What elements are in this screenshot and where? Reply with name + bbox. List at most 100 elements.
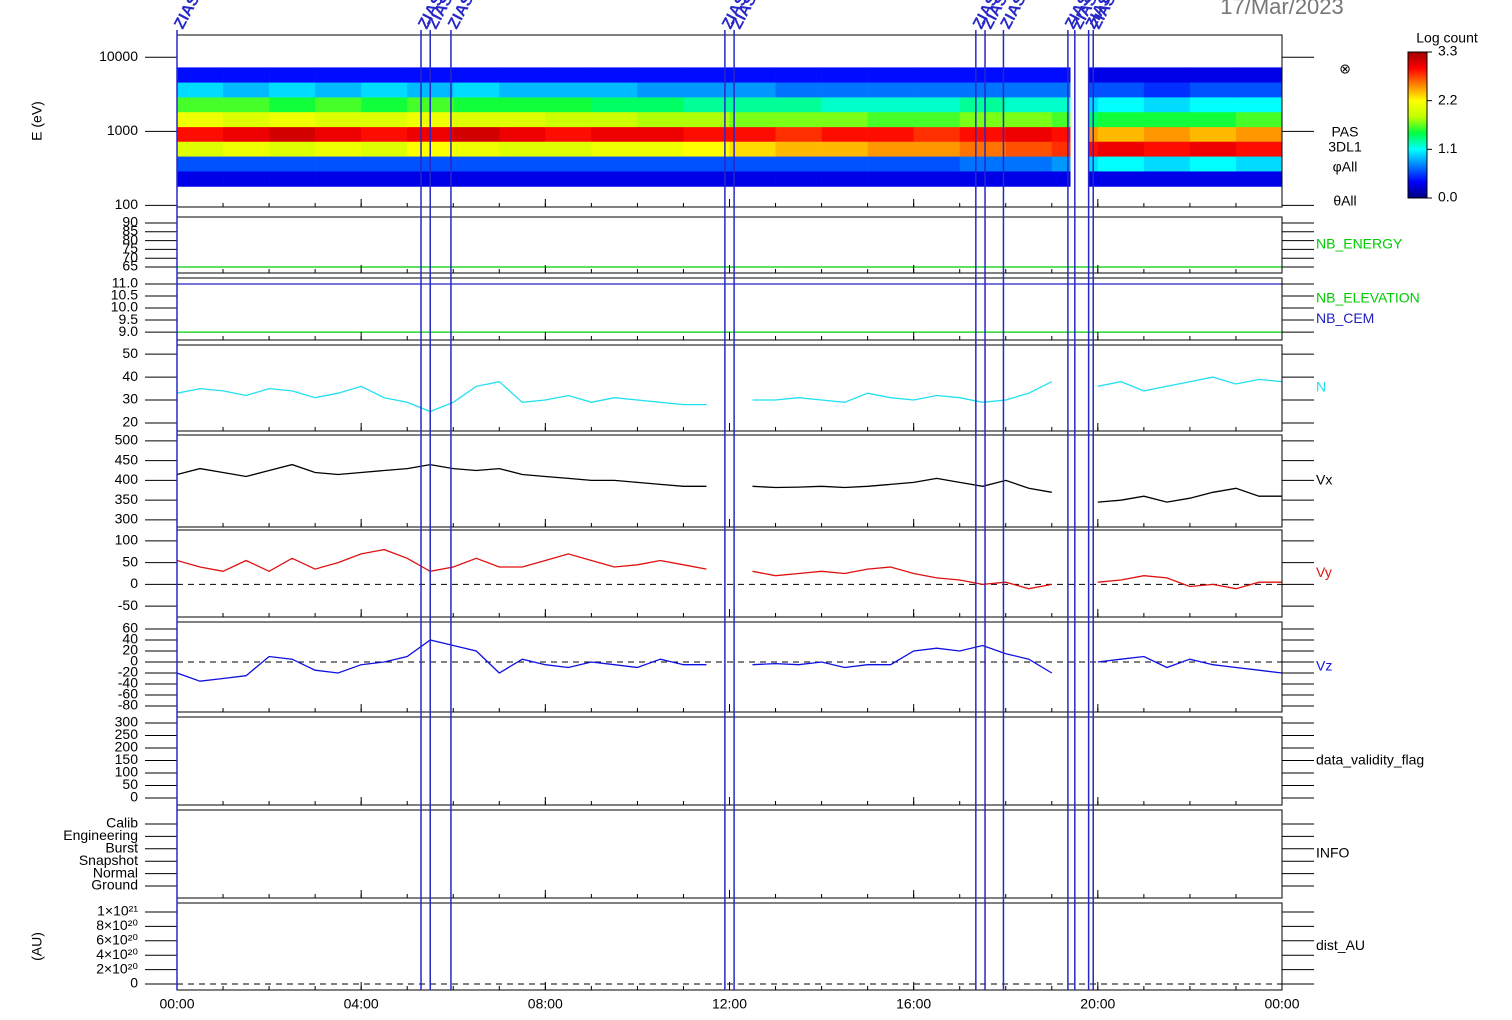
spectrogram-cell <box>453 82 500 98</box>
y-tick-label: -40 <box>118 675 138 691</box>
spectrogram-cell <box>499 67 546 83</box>
spectrogram-cell <box>867 141 914 157</box>
y-tick-label: 10000 <box>99 48 138 64</box>
x-tick-label: 12:00 <box>712 996 747 1012</box>
x-tick-label: 00:00 <box>1264 996 1299 1012</box>
plot-area <box>177 376 1282 413</box>
y-tick-label: 300 <box>115 511 139 527</box>
spectrogram-cell <box>637 156 684 172</box>
spectrogram-cell <box>1143 171 1191 187</box>
y-tick-label: 250 <box>115 726 139 742</box>
spectrogram-cell <box>315 111 362 128</box>
panel-frame <box>176 716 1283 806</box>
y-tick-label: 1000 <box>107 122 138 138</box>
y-tick-label: 150 <box>115 751 139 767</box>
spectrogram-cell <box>1235 126 1282 142</box>
spectrogram-cell <box>361 171 408 187</box>
spectrogram-cell <box>1189 82 1237 98</box>
y-category-label: Normal <box>93 864 138 880</box>
spectrogram-cell <box>775 171 822 187</box>
spectrogram-cell <box>591 156 638 172</box>
y-tick-label: 100 <box>115 196 139 212</box>
spectrogram-cell <box>729 171 776 187</box>
y-tick-label: 9.5 <box>119 311 139 327</box>
y-tick-label: 85 <box>122 222 138 238</box>
y-axis-label: E (eV) <box>29 101 45 141</box>
y-tick-label: 9.0 <box>119 323 139 339</box>
spectrogram-cell <box>867 156 914 172</box>
spectrogram-cell <box>361 111 408 128</box>
spectrogram-cell <box>1097 67 1145 83</box>
y-tick-label: -80 <box>118 697 138 713</box>
panel: 300 350 400 450 500 Vx <box>115 432 1332 528</box>
panel-label: data_validity_flag <box>1316 752 1424 768</box>
spectrogram-cell <box>499 141 546 157</box>
spectrogram-cell <box>821 156 868 172</box>
spectrogram-cell <box>545 97 592 113</box>
spectrogram-cell <box>959 97 1007 113</box>
spectrogram-cell <box>545 171 592 187</box>
panel-label: dist_AU <box>1316 937 1365 953</box>
spectrogram-cell <box>545 126 592 142</box>
spectrogram-cell <box>1097 171 1145 187</box>
spectrogram-cell <box>1051 67 1071 83</box>
spectrogram-cell <box>1189 171 1237 187</box>
spectrogram-cell <box>959 82 1007 98</box>
spectrogram-cell <box>361 97 408 113</box>
spectrogram-cell <box>729 126 776 142</box>
spectrogram-cell <box>775 141 822 157</box>
series-label: Vy <box>1316 564 1332 580</box>
y-tick-label: 0 <box>130 789 138 805</box>
spectrogram-cell <box>913 171 961 187</box>
spectrogram-cell <box>1143 126 1191 142</box>
spectrogram-cell <box>729 111 776 128</box>
side-label: 3DL1 <box>1328 139 1362 155</box>
spectrogram-cell <box>637 111 684 128</box>
spectrogram-cell <box>499 171 546 187</box>
spectrogram-cell <box>1235 156 1282 172</box>
panel-frame <box>176 529 1283 618</box>
y-category-label: Ground <box>91 877 138 893</box>
y-tick-label: 80 <box>122 231 138 247</box>
spectrogram-cell <box>591 82 638 98</box>
spectrogram-cell <box>1143 156 1191 172</box>
spectrogram-cell <box>591 171 638 187</box>
spectrogram-cell <box>821 171 868 187</box>
spectrogram-cell <box>1051 97 1071 113</box>
y-tick-label: 60 <box>122 620 138 636</box>
panel-frame <box>176 344 1283 432</box>
y-tick-label: 65 <box>122 258 138 274</box>
y-tick-label: 200 <box>115 739 139 755</box>
y-category-label: Calib <box>106 815 138 831</box>
spectrogram-cell <box>1097 141 1145 157</box>
spectrogram-cell <box>269 126 316 142</box>
spectrogram-cell <box>959 156 1007 172</box>
spectrogram-cell <box>1189 156 1237 172</box>
spectrogram-cell <box>453 141 500 157</box>
spectrogram-cell <box>1005 171 1053 187</box>
spectrogram-cell <box>913 82 961 98</box>
spectrogram-cell <box>1097 82 1145 98</box>
y-tick-label: 0 <box>130 575 138 591</box>
spectrogram-cell <box>959 111 1007 128</box>
spectrogram-cell <box>1235 82 1282 98</box>
spectrogram-cell <box>1235 141 1282 157</box>
spectrogram-cell <box>223 82 270 98</box>
spectrogram-cell <box>1051 126 1071 142</box>
series-label: Vz <box>1316 658 1332 674</box>
spectrogram-cell <box>1097 111 1145 128</box>
panel-frame <box>176 277 1283 341</box>
spectrogram-cell <box>1005 97 1053 113</box>
spectrogram-cell <box>1051 156 1071 172</box>
spectrogram-cell <box>453 171 500 187</box>
spectrogram-cell <box>177 156 224 172</box>
y-tick-label: -20 <box>118 664 138 680</box>
plot-area <box>177 67 1282 187</box>
spectrogram-cell <box>499 97 546 113</box>
y-tick-label: 50 <box>122 553 138 569</box>
spectrogram-cell <box>545 67 592 83</box>
spectrogram-cell <box>867 97 914 113</box>
spectrogram-cell <box>1005 82 1053 98</box>
spectrogram-cell <box>683 171 730 187</box>
